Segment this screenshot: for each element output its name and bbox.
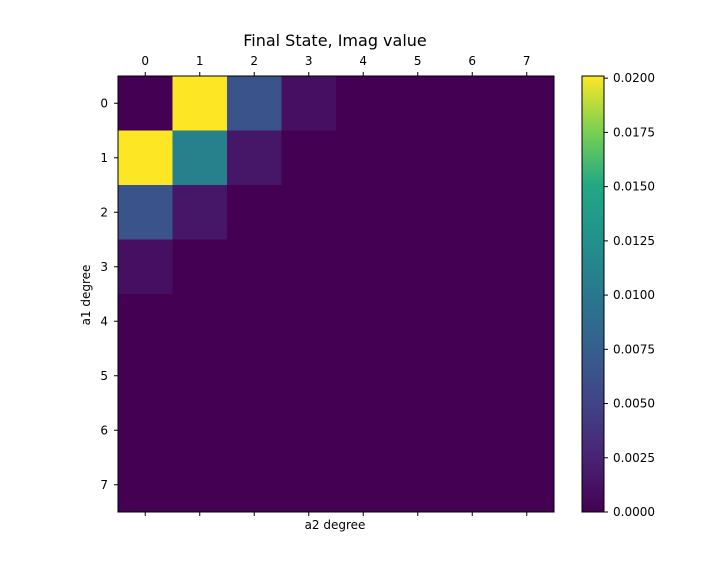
heatmap-cell (445, 348, 500, 404)
heatmap-cell (118, 185, 173, 240)
heatmap-cell (445, 239, 500, 295)
heatmap-cell (172, 239, 228, 295)
chart-title: Final State, Imag value (243, 31, 427, 50)
heatmap-cell (336, 239, 391, 295)
heatmap-cell (390, 239, 446, 295)
heatmap-cell (445, 294, 500, 349)
x-tick-label: 5 (414, 54, 422, 68)
colorbar-tick-label: 0.0150 (613, 180, 655, 194)
heatmap-cell (172, 294, 228, 349)
colorbar (581, 75, 605, 513)
heatmap-cell (227, 130, 282, 186)
heatmap-cell (118, 294, 173, 349)
heatmap-cell (445, 457, 500, 513)
y-axis-label: a1 degree (79, 265, 93, 326)
heatmap-cell (336, 185, 391, 240)
heatmap-cell (499, 457, 555, 513)
y-tick-label: 6 (100, 423, 108, 437)
heatmap-cell (445, 76, 500, 131)
heatmap-cell (445, 403, 500, 458)
heatmap-cell (390, 76, 446, 131)
colorbar-tick-label: 0.0000 (613, 505, 655, 519)
heatmap-cells (118, 76, 555, 513)
x-tick-label: 1 (196, 54, 204, 68)
colorbar-tick-label: 0.0200 (613, 71, 655, 85)
plot-frame (117, 75, 555, 513)
heatmap-cell (390, 403, 446, 458)
heatmap-cell (499, 130, 555, 186)
heatmap-cell (118, 130, 173, 186)
heatmap-cell (499, 403, 555, 458)
heatmap-cell (227, 239, 282, 295)
heatmap-cell (390, 294, 446, 349)
heatmap-cell (172, 185, 228, 240)
colorbar-tick-label: 0.0050 (613, 397, 655, 411)
heatmap-cell (445, 130, 500, 186)
y-tick-label: 5 (100, 369, 108, 383)
heatmap-cell (172, 76, 228, 131)
heatmap-cell (118, 76, 173, 131)
y-tick-label: 3 (100, 260, 108, 274)
y-tick-label: 0 (100, 96, 108, 110)
colorbar-tick-label: 0.0025 (613, 451, 655, 465)
y-tick-label: 1 (100, 151, 108, 165)
heatmap-cell (390, 130, 446, 186)
heatmap-cell (281, 239, 337, 295)
heatmap-cell (281, 403, 337, 458)
heatmap-cell (118, 239, 173, 295)
y-axis: 0 1 2 3 4 5 6 7 (100, 96, 118, 492)
heatmap-cell (336, 294, 391, 349)
x-tick-label: 7 (523, 54, 531, 68)
colorbar-tick-label: 0.0125 (613, 234, 655, 248)
heatmap-cell (227, 457, 282, 513)
colorbar-tick-label: 0.0175 (613, 125, 655, 139)
heatmap-cell (499, 239, 555, 295)
heatmap-cell (281, 294, 337, 349)
y-tick-label: 7 (100, 478, 108, 492)
heatmap-cell (336, 76, 391, 131)
heatmap-cell (172, 130, 228, 186)
x-tick-label: 6 (468, 54, 476, 68)
x-axis: 0 1 2 3 4 5 6 7 (141, 54, 531, 516)
x-axis-label: a2 degree (305, 518, 366, 532)
heatmap-cell (499, 76, 555, 131)
heatmap-cell (336, 130, 391, 186)
heatmap-cell (118, 457, 173, 513)
heatmap-cell (227, 76, 282, 131)
heatmap-cell (172, 348, 228, 404)
heatmap-cell (172, 403, 228, 458)
colorbar-ticks: 0.0000 0.0025 0.0050 0.0075 0.0100 0.0125 0.01… (604, 71, 655, 519)
heatmap-cell (445, 185, 500, 240)
heatmap-cell (118, 348, 173, 404)
heatmap-cell (336, 403, 391, 458)
colorbar-tick-label: 0.0075 (613, 342, 655, 356)
heatmap-cell (336, 457, 391, 513)
heatmap-cell (227, 403, 282, 458)
heatmap-cell (390, 348, 446, 404)
heatmap-cell (336, 348, 391, 404)
y-tick-label: 4 (100, 314, 108, 328)
heatmap-cell (281, 348, 337, 404)
heatmap-cell (499, 185, 555, 240)
x-tick-label: 3 (305, 54, 313, 68)
x-tick-label: 4 (359, 54, 367, 68)
heatmap-cell (499, 348, 555, 404)
heatmap-cell (281, 76, 337, 131)
heatmap-cell (390, 185, 446, 240)
colorbar-tick-label: 0.0100 (613, 288, 655, 302)
heatmap-cell (227, 348, 282, 404)
x-tick-label: 0 (141, 54, 149, 68)
x-tick-label: 2 (250, 54, 258, 68)
heatmap-cell (227, 185, 282, 240)
heatmap-cell (118, 403, 173, 458)
heatmap-cell (281, 185, 337, 240)
heatmap-cell (281, 130, 337, 186)
heatmap-cell (172, 457, 228, 513)
heatmap-cell (281, 457, 337, 513)
heatmap-cell (499, 294, 555, 349)
heatmap-cell (390, 457, 446, 513)
heatmap-cell (227, 294, 282, 349)
y-tick-label: 2 (100, 205, 108, 219)
